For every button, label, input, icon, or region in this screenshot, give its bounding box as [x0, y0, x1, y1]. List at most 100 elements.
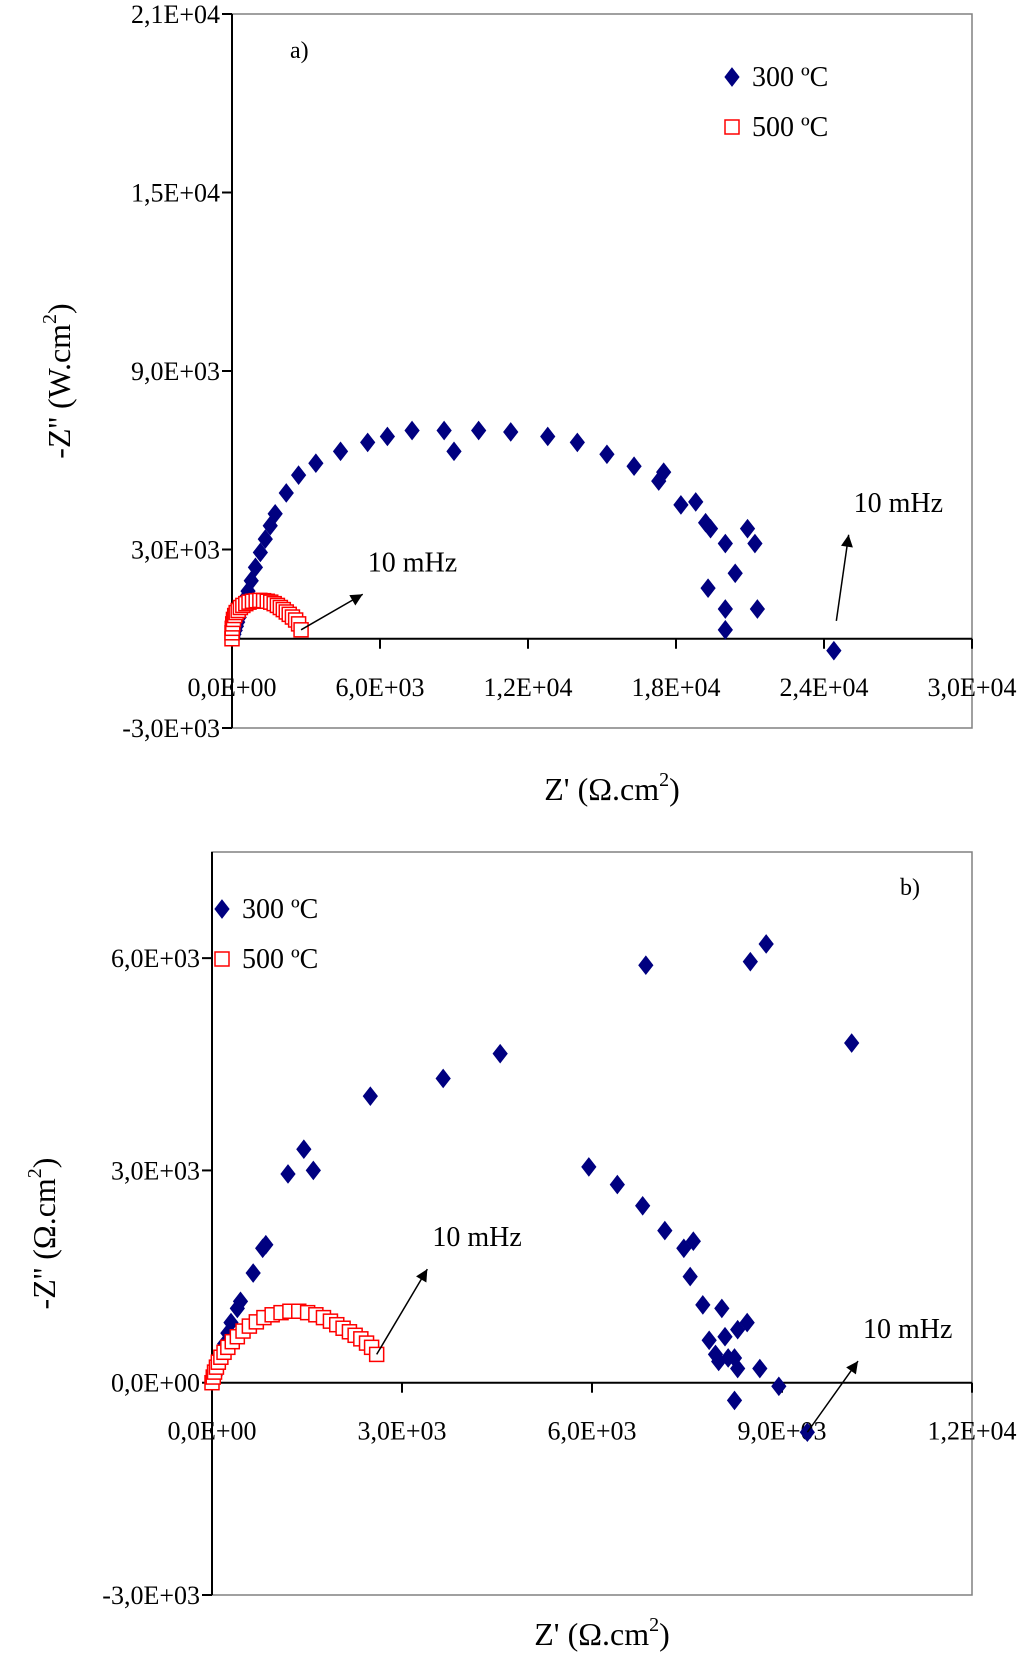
data-point — [685, 1231, 701, 1252]
data-point — [503, 422, 519, 442]
data-point — [308, 453, 324, 474]
data-point — [742, 951, 758, 972]
data-point — [404, 420, 420, 441]
legend-label-500C-b: 500 ºC — [242, 944, 318, 975]
data-point — [569, 432, 585, 453]
data-point — [688, 492, 704, 512]
annotation-arrow-line-b — [376, 1268, 428, 1355]
data-point — [717, 1326, 733, 1347]
y-tick-label-a: 2,1E+04 — [131, 0, 220, 29]
data-point — [362, 1086, 378, 1106]
data-point — [635, 1195, 651, 1216]
data-point — [290, 465, 307, 485]
data-point — [730, 1319, 746, 1340]
data-point — [730, 1358, 746, 1379]
data-point — [540, 426, 556, 447]
annotation-arrow-head-a — [841, 534, 853, 548]
y-tick-label-b: 0,0E+00 — [111, 1369, 200, 1398]
legend-marker-300C-a — [724, 67, 740, 87]
y-tick-label-a: 1,5E+04 — [131, 179, 220, 208]
data-point — [700, 578, 716, 598]
legend-label-300C-b: 300 ºC — [242, 894, 318, 925]
annotation-arrow-head-a — [349, 594, 363, 606]
y-axis-title-a: -Z'' (W.cm2) — [39, 303, 77, 458]
annotation-label-a: 10 mHz — [368, 547, 457, 578]
data-point — [280, 1164, 296, 1184]
data-point — [695, 1295, 711, 1315]
data-point — [360, 432, 376, 453]
data-point — [739, 1312, 755, 1333]
x-tick-label-a: 1,2E+04 — [483, 673, 572, 702]
data-point — [826, 640, 842, 661]
annotation-arrow-line-a — [835, 534, 850, 622]
data-point — [332, 441, 349, 462]
data-point — [747, 533, 763, 554]
annotation-arrow-head-b — [416, 1269, 428, 1283]
legend-marker-500C-a — [724, 119, 740, 135]
x-axis-title-b: Z' (Ω.cm2) — [534, 1614, 670, 1652]
data-point — [656, 462, 672, 482]
data-point — [714, 1298, 730, 1319]
data-point — [638, 955, 654, 976]
y-tick-label-b: -3,0E+03 — [102, 1581, 200, 1610]
data-point — [673, 495, 689, 515]
data-point — [581, 1157, 597, 1177]
plot-frame-a — [231, 13, 973, 729]
x-axis-title-a: Z' (Ω.cm2) — [544, 769, 680, 807]
data-point — [436, 420, 452, 441]
data-point — [676, 1238, 692, 1259]
legend-marker-300C-b — [214, 899, 230, 919]
data-point — [471, 420, 487, 441]
y-axis-title-b: -Z'' (Ω.cm2) — [24, 1158, 62, 1310]
data-point — [435, 1068, 451, 1089]
data-point — [267, 503, 283, 524]
x-tick-label-a: 0,0E+00 — [187, 673, 276, 702]
data-point — [717, 620, 733, 640]
data-point — [752, 1358, 768, 1379]
data-point — [702, 518, 719, 539]
data-point — [252, 542, 269, 563]
data-point — [379, 426, 396, 447]
annotation-label-a: 10 mHz — [854, 488, 943, 519]
data-point — [245, 1263, 261, 1283]
x-tick-label-b: 0,0E+00 — [167, 1417, 256, 1446]
legend-marker-500C-b — [214, 951, 230, 967]
data-point — [749, 599, 766, 619]
data-point — [446, 441, 462, 462]
x-tick-label-a: 2,4E+04 — [779, 673, 868, 702]
panel-b-chart: 0,0E+00 3,0E+03 6,0E+03 9,0E+03 1,2E+04-3,0E… — [24, 851, 1017, 1652]
annotation-label-b: 10 mHz — [432, 1222, 521, 1253]
y-tick-label-b: 6,0E+03 — [111, 944, 200, 973]
data-point — [717, 533, 733, 554]
x-tick-label-b: 6,0E+03 — [547, 1417, 636, 1446]
panel-label-b: b) — [900, 875, 920, 901]
data-point — [771, 1376, 787, 1397]
data-point — [296, 1139, 312, 1160]
y-tick-label-b: 3,0E+03 — [111, 1156, 200, 1185]
data-point — [257, 529, 273, 549]
data-point — [717, 599, 733, 619]
data-point — [727, 563, 743, 584]
data-point — [258, 1234, 274, 1255]
series-300C-b — [207, 934, 860, 1443]
legend-label-500C-a: 500 ºC — [752, 112, 828, 143]
panel-label-a: a) — [290, 38, 309, 64]
y-tick-label-a: 3,0E+03 — [131, 536, 220, 565]
annotation-arrow-line-b — [806, 1360, 859, 1433]
legend-label-300C-a: 300 ºC — [752, 62, 828, 93]
y-tick-label-a: 9,0E+03 — [131, 357, 220, 386]
annotation-arrow-head-b — [846, 1361, 858, 1375]
data-point — [682, 1266, 698, 1287]
series-300C-a — [225, 420, 842, 661]
x-tick-label-a: 6,0E+03 — [335, 673, 424, 702]
data-point — [726, 1390, 743, 1411]
data-point — [305, 1160, 321, 1181]
data-point — [247, 557, 264, 578]
data-point — [657, 1220, 673, 1241]
data-point — [232, 1291, 249, 1312]
x-tick-label-a: 3,0E+04 — [927, 673, 1016, 702]
data-point — [609, 1174, 625, 1195]
data-point — [599, 444, 615, 465]
data-point — [278, 483, 294, 503]
